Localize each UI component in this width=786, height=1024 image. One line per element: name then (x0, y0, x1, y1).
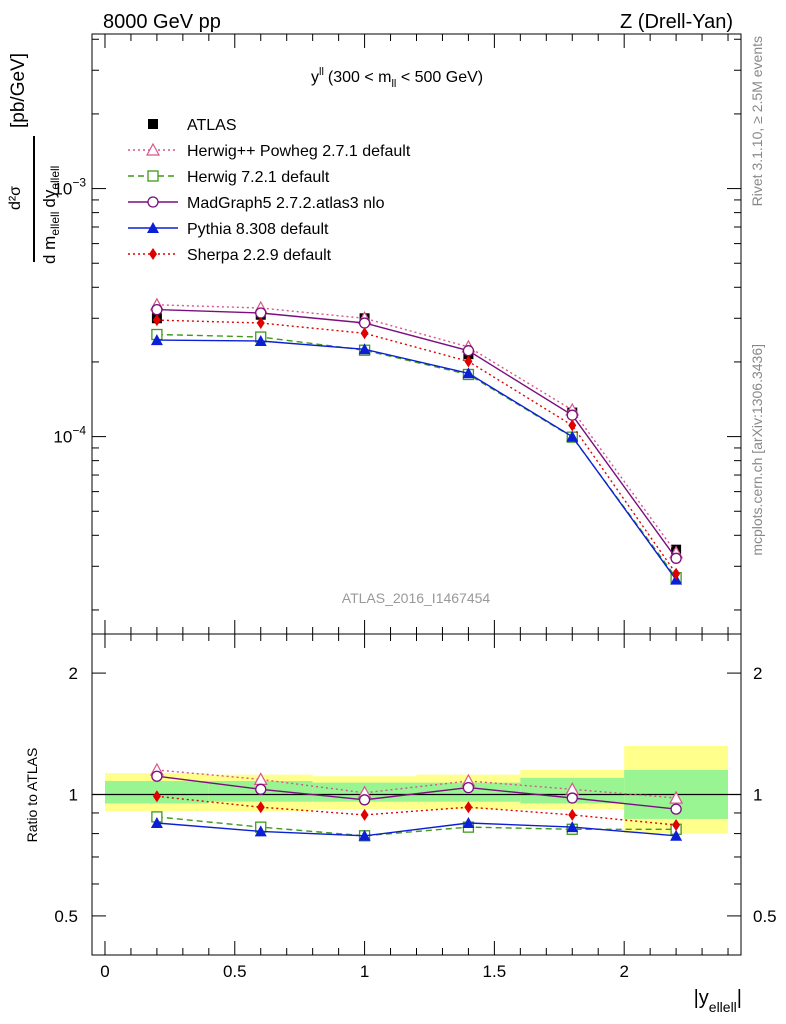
ratio-data-point (566, 792, 578, 804)
ratio-data-point (568, 808, 577, 821)
ratio-data-point (670, 829, 683, 841)
ylabel-unit: [pb/GeV] (8, 53, 29, 128)
ratio-data-point (360, 808, 369, 821)
header-right-text: Z (Drell-Yan) (620, 11, 733, 33)
main-y-axis-label: d²σ d mellelldyellell [pb/GeV] (7, 53, 62, 264)
ratio-data-point (358, 794, 371, 806)
main-data-point (150, 334, 163, 346)
main-series-line (156, 308, 677, 559)
main-series-line (156, 304, 677, 554)
ratio-data-point (566, 821, 579, 833)
legend-entry: Herwig++ Powheg 2.7.1 default (128, 142, 411, 160)
main-data-point (568, 419, 577, 432)
legend-entry: Herwig 7.2.1 default (128, 169, 330, 186)
main-series-line (156, 339, 677, 581)
ratio-data-point (462, 781, 475, 794)
ratio-y-tick-label-right: 1 (753, 786, 762, 805)
main-y-tick-label: 10−4 (53, 424, 86, 447)
ratio-y-tick-label: 2 (69, 664, 78, 683)
legend-marker (145, 142, 161, 156)
main-data-point (670, 552, 682, 564)
ratio-series-line (156, 769, 677, 799)
ratio-data-point (255, 783, 267, 795)
x-tick-label: 1 (360, 962, 369, 981)
x-tick-label: 0 (100, 962, 109, 981)
ratio-series-4 (152, 790, 681, 832)
ylabel-denominator: d mellelldyellell (40, 166, 62, 264)
ratio-y-axis-label: Ratio to ATLAS (24, 748, 40, 843)
ratio-series-2 (151, 770, 682, 815)
ratio-data-point (670, 803, 682, 815)
main-y-tick-label: 10−3 (53, 176, 86, 199)
ratio-data-point (669, 790, 684, 804)
legend-label: ATLAS (187, 117, 237, 134)
header-left-text: 8000 GeV pp (103, 11, 221, 33)
main-data-point (255, 307, 267, 319)
legend-label: Herwig 7.2.1 default (187, 169, 330, 186)
legend: ATLAS Herwig++ Powheg 2.7.1 default Herwig… (128, 117, 411, 264)
ratio-data-point (672, 819, 681, 832)
ratio-data-point (462, 816, 475, 828)
x-tick-label: 2 (619, 962, 628, 981)
ratio-data-point (358, 829, 371, 841)
rivet-version-label: Rivet 3.1.10, ≥ 2.5M events (749, 36, 765, 206)
ylabel-numerator: d²σ (7, 186, 24, 210)
ratio-y-tick-label-right: 0.5 (753, 907, 777, 926)
ratio-data-point (151, 770, 163, 782)
main-panel-title: yll (300 < mll < 500 GeV) (311, 66, 483, 90)
x-axis-label: |yellell| (694, 987, 742, 1015)
legend-entry: MadGraph5 2.7.2.atlas3 nlo (128, 195, 385, 212)
legend-label: Sherpa 2.2.9 default (187, 247, 332, 264)
main-data-point (566, 409, 578, 421)
main-series-5 (152, 314, 681, 580)
ratio-series-line (156, 775, 677, 810)
ratio-plot-area (92, 745, 741, 842)
legend-entry: Sherpa 2.2.9 default (128, 247, 332, 264)
main-data-point (672, 567, 681, 580)
x-tick-label: 1.5 (483, 962, 507, 981)
main-data-point (254, 334, 267, 346)
ratio-series-line (156, 816, 677, 837)
legend-marker (149, 248, 157, 260)
legend-entry: ATLAS (148, 117, 237, 134)
ratio-plot-frame: 0.5 0.5 1 1 2 2 0 0.5 1 1.5 2 (54, 633, 777, 981)
ratio-series-line (156, 822, 677, 837)
main-plot-area (149, 297, 684, 585)
main-series-line (156, 319, 677, 575)
ratio-data-point (254, 825, 267, 837)
x-tick-label: 0.5 (223, 962, 247, 981)
main-data-point (256, 317, 265, 330)
main-data-point (566, 430, 579, 442)
main-data-point (360, 327, 369, 340)
ratio-series-line (156, 795, 677, 826)
main-data-point (151, 303, 163, 316)
main-data-point (358, 343, 371, 355)
legend-entry: Pythia 8.308 default (128, 221, 329, 238)
legend-marker (147, 222, 159, 233)
legend-label: MadGraph5 2.7.2.atlas3 nlo (187, 195, 385, 212)
legend-marker (147, 170, 159, 182)
legend-marker (148, 119, 158, 129)
ratio-y-tick-label-right: 2 (753, 664, 762, 683)
analysis-watermark: ATLAS_2016_I1467454 (342, 590, 491, 606)
legend-label: Herwig++ Powheg 2.7.1 default (187, 143, 411, 160)
ratio-data-point (464, 801, 473, 814)
ratio-data-point (256, 801, 265, 814)
mcplots-label: mcplots.cern.ch [arXiv:1306.3436] (749, 344, 765, 556)
main-data-point (152, 314, 161, 327)
main-data-point (464, 355, 473, 368)
ratio-data-point (150, 816, 163, 828)
main-data-point (358, 317, 371, 329)
ratio-data-point (152, 790, 161, 803)
main-data-point (462, 367, 475, 379)
ratio-y-tick-label: 1 (69, 786, 78, 805)
ratio-y-tick-label: 0.5 (54, 907, 78, 926)
legend-label: Pythia 8.308 default (187, 221, 329, 238)
main-data-point (462, 345, 475, 357)
legend-marker (147, 196, 159, 208)
ratio-series-3 (150, 816, 683, 841)
